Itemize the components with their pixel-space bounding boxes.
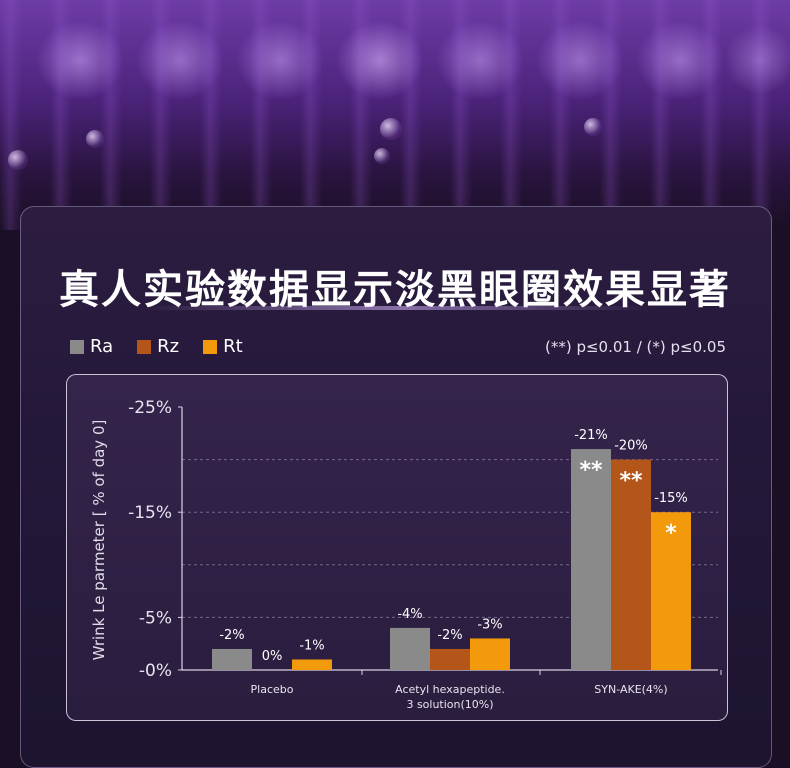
- y-tick-label: -25%: [128, 398, 172, 418]
- significance-stars: *: [665, 521, 677, 546]
- bar-chart: -25% -15% -5% -0% Wrink Le parmeter [ % of d…: [90, 398, 722, 711]
- bar-value-label: -2%: [437, 628, 462, 643]
- legend-swatch-rt: [203, 339, 218, 354]
- bubble: [584, 118, 602, 136]
- x-category-label: 3 solution(10%): [406, 698, 493, 711]
- bar-value-label: -4%: [397, 607, 422, 622]
- legend-item-rz: Rz: [137, 336, 179, 357]
- bar-ra: [390, 627, 430, 670]
- legend-label-rt: Rt: [223, 336, 243, 357]
- legend-swatch-rz: [137, 339, 152, 354]
- significance-note: (**) p≤0.01 / (*) p≤0.05: [544, 338, 726, 356]
- legend-label-rz: Rz: [157, 336, 180, 357]
- bubble: [374, 148, 390, 164]
- y-tick-label: -0%: [139, 661, 172, 681]
- bar-value-label: -3%: [477, 617, 502, 632]
- legend-swatch-ra: [70, 339, 84, 354]
- bubble: [380, 118, 402, 140]
- bar-value-label: -15%: [654, 491, 688, 506]
- bubble: [8, 150, 28, 170]
- significance-stars: **: [619, 469, 643, 494]
- bar-value-label: -21%: [574, 428, 608, 443]
- bar-ra: [571, 449, 611, 670]
- y-axis-title: Wrink Le parmeter [ % of day 0]: [90, 420, 108, 661]
- bar-rt: [470, 638, 510, 670]
- y-tick-label: -15%: [128, 503, 172, 523]
- legend-item-rt: Rt: [203, 336, 243, 357]
- page-title: 真人实验数据显示淡黑眼圈效果显著: [59, 267, 731, 313]
- y-tick-label: -5%: [139, 608, 172, 628]
- x-category-label: Acetyl hexapeptide.: [395, 683, 505, 696]
- bar-rt: [651, 512, 691, 670]
- x-category-label: SYN-AKE(4%): [594, 683, 667, 696]
- title-underline: [140, 306, 650, 310]
- significance-stars: **: [579, 458, 603, 483]
- bar-value-label: -1%: [299, 638, 324, 653]
- bar-value-label: -2%: [219, 628, 244, 643]
- hero-background: [0, 0, 790, 230]
- bubble: [86, 130, 104, 148]
- bar-value-label: -20%: [614, 439, 648, 454]
- legend-label-ra: Ra: [90, 336, 114, 357]
- x-category-label: Placebo: [251, 683, 294, 696]
- bar-rt: [292, 659, 332, 670]
- legend-item-ra: Ra: [70, 336, 113, 357]
- bar-ra: [212, 648, 252, 670]
- bar-rz: [611, 459, 651, 670]
- bar-value-label: 0%: [262, 649, 283, 664]
- bar-rz: [430, 648, 470, 670]
- legend: Ra Rz Rt: [70, 336, 267, 357]
